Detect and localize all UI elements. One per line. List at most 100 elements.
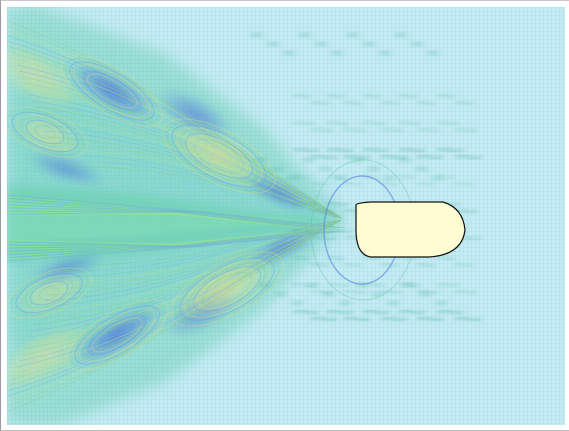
contour-ring-1-1 <box>162 118 276 194</box>
tail-streak-lower-11 <box>7 230 316 247</box>
wave-stroke-1-5 <box>292 201 316 207</box>
wave-disturbance-16 <box>302 157 316 163</box>
wave-stroke-5-3 <box>362 147 390 153</box>
contour-ring-1-4 <box>176 127 262 185</box>
tail-streak-upper-3 <box>7 197 340 229</box>
contour-line-upper-11 <box>21 76 340 218</box>
contour-ring-5-5 <box>21 117 69 147</box>
wave-stroke-10-5 <box>454 208 478 214</box>
wake-blob-4 <box>165 121 269 189</box>
contour-line-lower-20 <box>44 220 338 302</box>
wave-stroke-9-3 <box>436 147 464 153</box>
contour-ring-1-8 <box>194 139 244 173</box>
contour-line-upper-20 <box>44 130 338 218</box>
contour-ring-5-8 <box>35 125 55 139</box>
wave-stroke-4-3 <box>343 154 371 160</box>
wake-blob-2 <box>62 57 162 125</box>
tail-streak-upper-4 <box>7 199 337 229</box>
tail-streak-lower-2 <box>7 230 343 260</box>
wave-stroke-9-2 <box>436 120 460 126</box>
wave-stroke-8-1 <box>416 100 436 106</box>
contour-ring-4-6 <box>87 314 147 356</box>
wave-stroke-7-1 <box>398 93 418 99</box>
tail-streak-upper-13 <box>7 211 310 229</box>
wave-stroke-8-2 <box>416 127 440 133</box>
wave-disturbance-14 <box>270 166 284 172</box>
contour-line-upper-5 <box>7 40 342 219</box>
wave-disturbance-7 <box>346 32 360 38</box>
tail-streak-lower-13 <box>7 230 310 247</box>
tail-streak-lower-7 <box>7 230 328 252</box>
wave-stroke-2-2 <box>310 127 334 133</box>
wave-disturbance-32 <box>370 291 384 297</box>
tail-streak-upper-5 <box>7 201 334 229</box>
wave-disturbance-34 <box>402 282 416 288</box>
wave-disturbance-13 <box>254 157 268 163</box>
wave-stroke-2-7 <box>310 262 330 268</box>
contour-line-lower-24 <box>54 220 337 278</box>
contour-ring-6-4 <box>20 275 78 311</box>
contour-ring-2-8 <box>91 77 133 105</box>
contour-ring-6-2 <box>11 270 87 316</box>
tail-streak-upper-8 <box>7 205 325 229</box>
wave-stroke-10-2 <box>454 127 478 133</box>
contour-line-lower-21 <box>46 220 338 296</box>
contour-ring-5-7 <box>30 122 60 142</box>
wake-blob-8 <box>7 317 98 397</box>
contour-line-upper-2 <box>7 25 342 219</box>
wave-stroke-4-7 <box>343 262 363 268</box>
contour-ring-3-8 <box>202 272 252 306</box>
wave-disturbance-29 <box>322 291 336 297</box>
contour-line-lower-17 <box>36 220 339 320</box>
contour-ring-5-6 <box>25 119 65 145</box>
wave-stroke-5-1 <box>362 93 382 99</box>
contour-ring-1-3 <box>171 124 267 188</box>
wave-disturbance-26 <box>274 291 288 297</box>
contour-line-upper-8 <box>14 58 341 219</box>
wave-stroke-3-3 <box>326 147 354 153</box>
wave-stroke-3-9 <box>326 309 354 315</box>
wave-disturbance-35 <box>418 291 432 297</box>
wave-stroke-10-7 <box>454 262 474 268</box>
contour-line-lower-4 <box>7 219 342 397</box>
wave-stroke-10-1 <box>454 100 474 106</box>
tail-streak-lower-6 <box>7 230 331 254</box>
wave-stroke-6-8 <box>380 289 404 295</box>
contour-line-upper-26 <box>59 166 337 218</box>
contour-ring-3-5 <box>188 263 266 315</box>
wave-stroke-3-2 <box>326 120 350 126</box>
wave-stroke-4-2 <box>343 127 367 133</box>
wave-stroke-5-7 <box>362 255 382 261</box>
tail-streak-upper-2 <box>7 196 343 229</box>
wave-disturbance-30 <box>338 300 352 306</box>
contour-ring-2-5 <box>78 67 146 115</box>
contour-line-upper-25 <box>56 160 337 218</box>
contour-line-lower-6 <box>9 219 341 386</box>
contour-ring-3-6 <box>193 266 261 312</box>
tail-streak-lower-3 <box>7 230 340 259</box>
wave-stroke-2-5 <box>310 208 334 214</box>
tail-streak-upper-14 <box>7 213 307 229</box>
contour-ring-2-2 <box>65 58 159 124</box>
contour-ring-3-3 <box>179 257 275 321</box>
wave-disturbance-22 <box>398 157 412 163</box>
contour-line-upper-13 <box>26 88 340 218</box>
wave-disturbance-21 <box>382 175 396 181</box>
wave-disturbance-23 <box>414 166 428 172</box>
wave-stroke-5-9 <box>362 309 390 315</box>
wave-disturbance-18 <box>334 175 348 181</box>
contour-ring-3-7 <box>197 269 257 309</box>
wave-disturbance-28 <box>306 282 320 288</box>
contour-ring-3-4 <box>184 260 270 318</box>
wave-stroke-7-9 <box>398 309 426 315</box>
contour-ring-2-3 <box>69 61 155 121</box>
wave-disturbance-25 <box>258 282 272 288</box>
contour-ring-2-4 <box>73 64 151 118</box>
contour-line-lower-23 <box>51 220 337 284</box>
wave-disturbance-6 <box>330 50 344 56</box>
wave-stroke-4-9 <box>343 316 371 322</box>
contour-ring-4-1 <box>65 299 169 371</box>
wave-stroke-9-8 <box>436 282 460 288</box>
contour-ring-6-7 <box>34 283 64 303</box>
